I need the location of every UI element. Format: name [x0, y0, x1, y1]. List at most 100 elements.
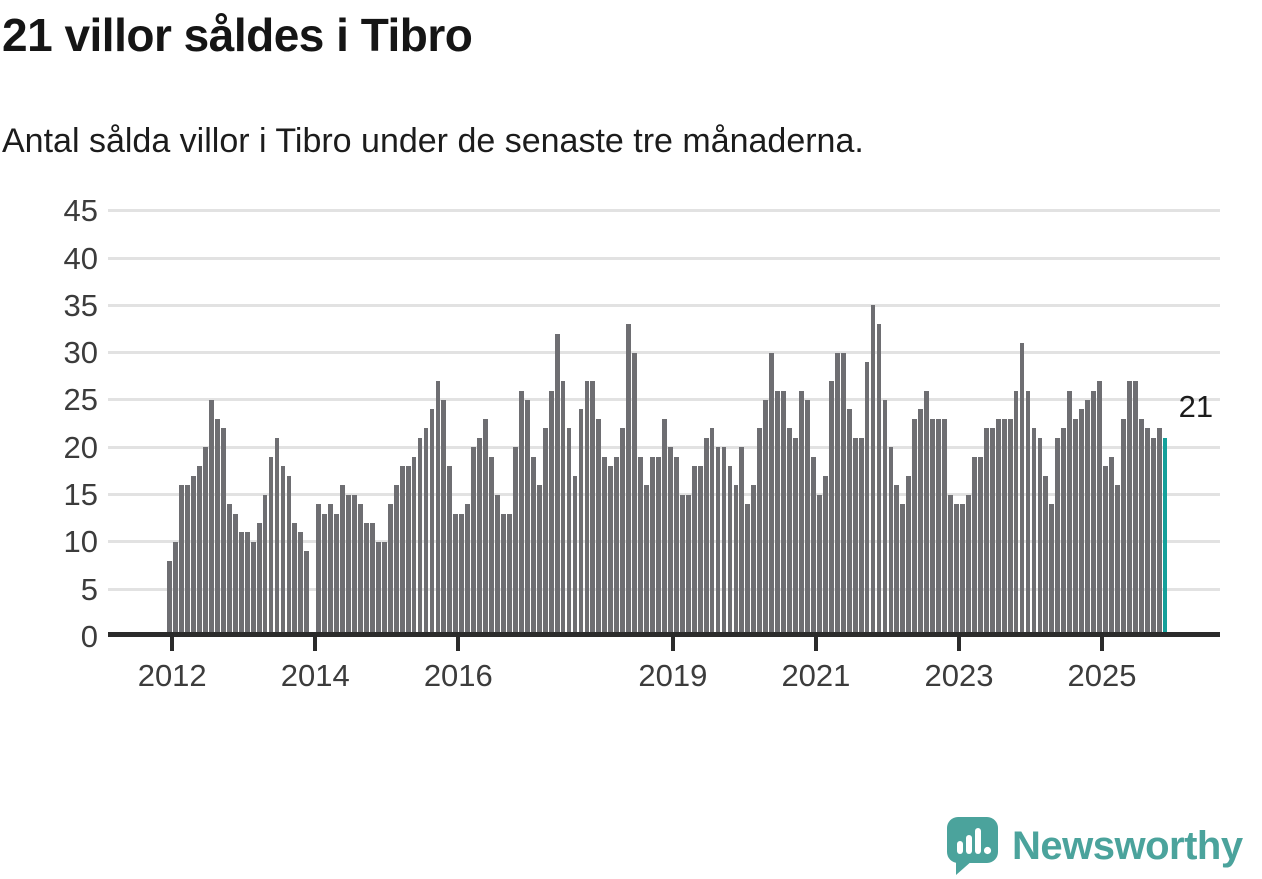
bar-164: [1144, 428, 1150, 637]
bar-109: [816, 494, 822, 637]
bar-129: [936, 418, 941, 637]
bar-130: [942, 418, 947, 637]
bar-12: [238, 532, 244, 637]
bar-27: [328, 504, 334, 637]
bar-10: [226, 504, 232, 637]
bar-35: [375, 541, 381, 637]
bar-132: [954, 504, 959, 637]
bar-4: [191, 475, 196, 637]
bar-80: [644, 485, 649, 637]
x-axis-label-2019: 2019: [638, 658, 708, 693]
bar-134: [965, 494, 971, 637]
x-axis-tick-2016: [456, 637, 461, 651]
bar-122: [894, 485, 900, 637]
bar-114: [846, 409, 852, 637]
bar-87: [685, 494, 691, 637]
bar-81: [650, 456, 655, 637]
bar-1: [173, 541, 179, 637]
bar-20: [286, 475, 292, 637]
bar-133: [960, 504, 965, 637]
bar-88: [691, 466, 697, 637]
bar-62: [536, 485, 542, 637]
bar-140: [1001, 418, 1007, 637]
x-axis-label-2014: 2014: [280, 658, 350, 693]
bar-7: [209, 399, 214, 637]
x-axis-line: [108, 632, 1220, 637]
bar-143: [1019, 343, 1025, 637]
bar-125: [912, 418, 918, 637]
bar-93: [721, 447, 727, 637]
bar-75: [614, 456, 620, 637]
bar-53: [483, 418, 488, 637]
y-axis-label-30: 30: [63, 335, 98, 371]
bar-156: [1097, 381, 1102, 637]
bar-19: [280, 466, 286, 637]
bar-21: [292, 523, 298, 637]
bar-104: [787, 428, 792, 637]
y-axis-label-5: 5: [80, 571, 98, 607]
bar-118: [870, 305, 876, 637]
bar-45: [435, 381, 441, 637]
bar-51: [471, 447, 477, 637]
bar-82: [656, 456, 661, 637]
bar-73: [602, 456, 608, 637]
bar-148: [1049, 504, 1055, 637]
bar-63: [542, 428, 548, 637]
newsworthy-logo: Newsworthy: [946, 816, 1258, 876]
bar-89: [697, 466, 703, 637]
bar-30: [346, 494, 351, 637]
highlighted-bar-latest: [1162, 437, 1168, 637]
bar-40: [405, 466, 411, 637]
logo-exclamation-dot: [983, 846, 992, 855]
bar-165: [1150, 437, 1156, 637]
bar-18: [274, 437, 280, 637]
bar-138: [989, 428, 995, 637]
bar-97: [745, 504, 751, 637]
x-axis-tick-2023: [956, 637, 961, 651]
bar-34: [369, 523, 375, 637]
bar-71: [590, 381, 596, 637]
bar-36: [381, 541, 387, 637]
bar-103: [781, 390, 787, 637]
bar-17: [268, 456, 274, 637]
bar-94: [727, 466, 733, 637]
bar-57: [507, 513, 512, 637]
bar-101: [769, 352, 775, 637]
bar-64: [548, 390, 554, 637]
bar-11: [232, 513, 238, 637]
gridline-35: [108, 303, 1220, 307]
bar-128: [930, 418, 936, 637]
bar-85: [673, 456, 679, 637]
bar-145: [1031, 428, 1037, 637]
bar-95: [733, 485, 739, 637]
y-axis-label-35: 35: [63, 287, 98, 323]
bar-149: [1055, 437, 1061, 637]
bar-163: [1138, 418, 1144, 637]
bar-159: [1115, 485, 1120, 637]
bar-31: [352, 494, 357, 637]
bar-100: [763, 399, 769, 637]
bar-105: [793, 437, 798, 637]
bar-107: [805, 399, 810, 637]
bar-141: [1007, 418, 1013, 637]
logo-bar-tall: [975, 828, 981, 854]
bar-46: [441, 399, 447, 637]
bar-162: [1132, 381, 1138, 637]
bar-25: [316, 504, 322, 637]
bar-144: [1025, 390, 1031, 637]
bar-117: [864, 362, 870, 637]
bar-154: [1085, 399, 1090, 637]
x-axis-tick-2025: [1100, 637, 1105, 651]
bar-37: [387, 504, 393, 637]
bar-58: [513, 447, 518, 637]
bar-146: [1037, 437, 1043, 637]
bar-83: [662, 418, 667, 637]
bar-150: [1061, 428, 1067, 637]
bar-90: [703, 437, 709, 637]
bar-112: [834, 352, 840, 637]
bar-102: [775, 390, 781, 637]
bar-29: [340, 485, 345, 637]
bar-153: [1079, 409, 1085, 637]
x-axis-label-2023: 2023: [924, 658, 994, 693]
bar-78: [632, 352, 637, 637]
